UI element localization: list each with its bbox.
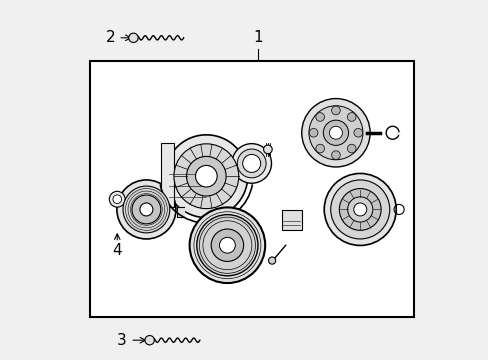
Polygon shape — [177, 207, 183, 217]
Circle shape — [189, 207, 264, 283]
Circle shape — [346, 113, 355, 121]
Circle shape — [263, 145, 272, 154]
Circle shape — [219, 237, 235, 253]
Circle shape — [323, 120, 348, 145]
Bar — [89, 61, 413, 317]
Text: 4: 4 — [112, 243, 122, 258]
Bar — [282, 210, 302, 230]
Circle shape — [242, 154, 260, 172]
Circle shape — [174, 144, 238, 209]
Text: 2: 2 — [106, 30, 115, 45]
Circle shape — [195, 166, 217, 187]
Circle shape — [231, 144, 271, 183]
Circle shape — [123, 186, 169, 233]
Circle shape — [346, 144, 355, 153]
Circle shape — [144, 336, 154, 345]
Circle shape — [211, 229, 243, 261]
Circle shape — [164, 135, 247, 218]
Circle shape — [315, 113, 324, 121]
Circle shape — [353, 129, 362, 137]
Circle shape — [330, 180, 389, 239]
Circle shape — [331, 151, 340, 159]
Circle shape — [353, 203, 366, 216]
Circle shape — [331, 106, 340, 115]
Circle shape — [186, 157, 225, 196]
Bar — [161, 143, 174, 207]
Circle shape — [315, 144, 324, 153]
Circle shape — [329, 126, 342, 139]
Circle shape — [196, 215, 258, 276]
Circle shape — [309, 129, 317, 137]
Circle shape — [109, 191, 125, 207]
Circle shape — [268, 257, 275, 264]
Text: 1: 1 — [253, 30, 263, 45]
Circle shape — [237, 149, 265, 178]
Circle shape — [117, 180, 176, 239]
Circle shape — [301, 99, 369, 167]
Circle shape — [339, 189, 380, 230]
Circle shape — [128, 33, 138, 42]
Circle shape — [347, 197, 372, 222]
Text: 3: 3 — [117, 333, 127, 348]
Circle shape — [140, 203, 153, 216]
Circle shape — [113, 195, 122, 203]
Circle shape — [308, 106, 362, 160]
Circle shape — [324, 174, 395, 246]
Circle shape — [132, 195, 161, 224]
